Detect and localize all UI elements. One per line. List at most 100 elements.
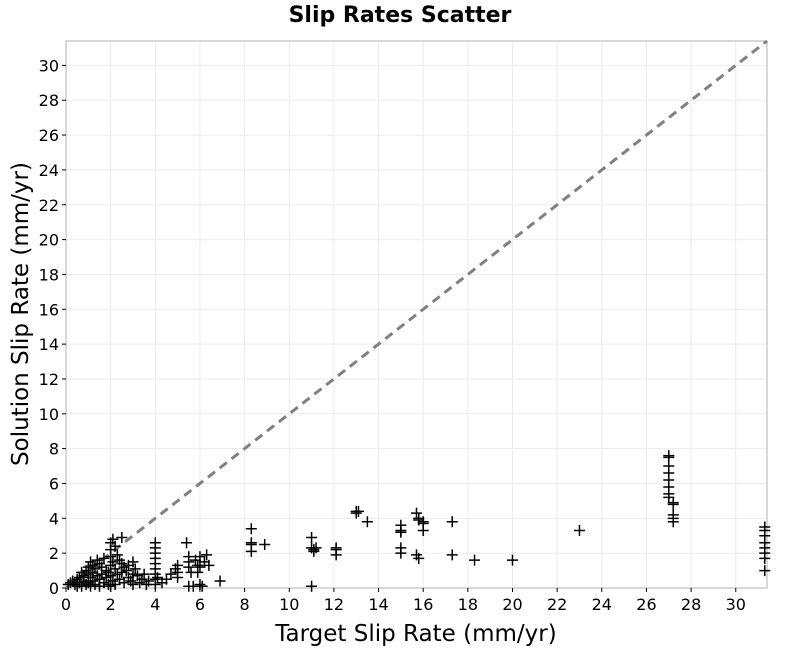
data-point [116, 566, 128, 578]
y-tick-label: 20 [39, 231, 59, 250]
data-point [663, 491, 675, 503]
data-point [109, 563, 121, 575]
data-point [667, 516, 679, 528]
data-point [759, 552, 771, 564]
y-tick-label: 24 [39, 161, 59, 180]
data-point [214, 575, 226, 587]
data-point [107, 533, 119, 545]
y-tick-label: 0 [49, 579, 59, 598]
data-point [127, 579, 139, 591]
data-point [127, 568, 139, 580]
data-point [573, 525, 585, 537]
data-point [411, 507, 422, 519]
y-tick-label: 22 [39, 196, 59, 215]
data-point [105, 570, 117, 582]
plot-area [65, 40, 768, 589]
x-tick-label: 16 [413, 595, 433, 614]
x-tick-label: 12 [324, 595, 344, 614]
data-point [183, 561, 195, 573]
data-point [107, 556, 119, 568]
y-axis-label: Solution Slip Rate (mm/yr) [8, 162, 34, 466]
data-point [109, 579, 121, 591]
x-tick-label: 24 [592, 595, 612, 614]
data-point [201, 549, 213, 561]
x-tick-label: 8 [240, 595, 250, 614]
y-tick-label: 2 [49, 544, 59, 563]
x-tick-label: 14 [368, 595, 388, 614]
data-point [89, 579, 101, 591]
x-tick-label: 26 [636, 595, 656, 614]
x-tick-label: 4 [150, 595, 160, 614]
data-point [395, 547, 407, 559]
data-point [310, 542, 322, 554]
data-points [62, 450, 771, 592]
x-tick-label: 0 [61, 595, 71, 614]
data-point [118, 577, 130, 589]
data-point [111, 568, 123, 580]
data-point [446, 549, 458, 561]
data-point [120, 565, 132, 577]
y-tick-label: 30 [39, 56, 59, 75]
data-point [127, 556, 139, 568]
data-point [306, 531, 318, 543]
data-point [245, 545, 257, 557]
data-point [506, 554, 518, 566]
data-point [129, 563, 141, 575]
data-point [446, 516, 458, 528]
chart-title: Slip Rates Scatter [289, 3, 512, 28]
data-point [413, 552, 425, 564]
x-tick-label: 6 [195, 595, 205, 614]
data-point [203, 559, 215, 571]
data-point [98, 552, 110, 564]
grid [66, 41, 767, 588]
data-point [667, 498, 679, 510]
x-axis-ticks: 0 2 4 6 8 10 12 14 16 18 20 22 24 26 28 30 [61, 588, 746, 614]
data-point [143, 575, 155, 587]
x-tick-label: 18 [458, 595, 478, 614]
data-point [152, 572, 164, 584]
data-point [192, 566, 204, 578]
reference-line [65, 39, 768, 590]
y-tick-label: 18 [39, 265, 59, 284]
data-point [759, 565, 771, 577]
data-point [330, 549, 342, 561]
x-tick-label: 22 [547, 595, 567, 614]
y-tick-label: 12 [39, 370, 59, 389]
data-point [417, 525, 429, 537]
data-point [196, 580, 208, 592]
x-tick-label: 30 [726, 595, 746, 614]
data-point [308, 544, 320, 556]
data-point [361, 516, 373, 528]
y-tick-label: 28 [39, 91, 59, 110]
data-point [194, 551, 206, 563]
x-axis-label: Target Slip Rate (mm/yr) [274, 621, 556, 647]
y-tick-label: 26 [39, 126, 59, 145]
data-point [100, 572, 112, 584]
reference-line-group [65, 39, 768, 590]
x-tick-label: 2 [106, 595, 116, 614]
data-point [109, 540, 121, 552]
y-tick-label: 6 [49, 474, 59, 493]
data-point [259, 538, 271, 550]
data-point [352, 505, 364, 517]
y-tick-label: 16 [39, 300, 59, 319]
data-point [194, 561, 206, 573]
data-point [469, 554, 481, 566]
y-tick-label: 14 [39, 335, 59, 354]
data-point [350, 507, 362, 519]
x-tick-label: 28 [681, 595, 701, 614]
data-point [395, 526, 407, 538]
data-point [111, 549, 123, 561]
data-point [160, 573, 172, 585]
data-point [245, 523, 257, 535]
data-point [89, 563, 101, 575]
data-point [136, 573, 148, 585]
data-point [98, 577, 110, 589]
y-tick-label: 4 [49, 509, 59, 528]
data-point [165, 568, 177, 580]
data-point [69, 579, 81, 591]
y-tick-label: 8 [49, 440, 59, 459]
x-tick-label: 20 [502, 595, 522, 614]
